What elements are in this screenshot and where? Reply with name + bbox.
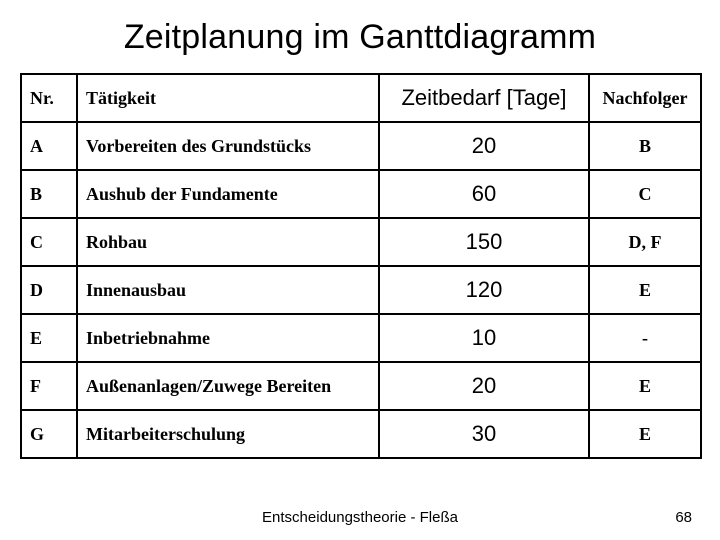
- cell-duration: 60: [379, 170, 589, 218]
- table-row: D Innenausbau 120 E: [21, 266, 701, 314]
- cell-nr: B: [21, 170, 77, 218]
- cell-activity: Rohbau: [77, 218, 379, 266]
- table-row: B Aushub der Fundamente 60 C: [21, 170, 701, 218]
- cell-duration: 150: [379, 218, 589, 266]
- cell-nr: E: [21, 314, 77, 362]
- cell-activity: Außenanlagen/Zuwege Bereiten: [77, 362, 379, 410]
- cell-nr: A: [21, 122, 77, 170]
- cell-successor: E: [589, 410, 701, 458]
- table-row: E Inbetriebnahme 10 -: [21, 314, 701, 362]
- table-row: G Mitarbeiterschulung 30 E: [21, 410, 701, 458]
- col-nr: Nr.: [21, 74, 77, 122]
- cell-duration: 120: [379, 266, 589, 314]
- cell-activity: Innenausbau: [77, 266, 379, 314]
- col-duration: Zeitbedarf [Tage]: [379, 74, 589, 122]
- table-row: A Vorbereiten des Grundstücks 20 B: [21, 122, 701, 170]
- cell-successor: B: [589, 122, 701, 170]
- cell-nr: C: [21, 218, 77, 266]
- slide-footer: Entscheidungstheorie - Fleßa 68: [0, 509, 720, 526]
- cell-activity: Inbetriebnahme: [77, 314, 379, 362]
- cell-activity: Vorbereiten des Grundstücks: [77, 122, 379, 170]
- cell-activity: Aushub der Fundamente: [77, 170, 379, 218]
- cell-nr: G: [21, 410, 77, 458]
- table-header-row: Nr. Tätigkeit Zeitbedarf [Tage] Nachfolg…: [21, 74, 701, 122]
- cell-duration: 20: [379, 122, 589, 170]
- cell-duration: 10: [379, 314, 589, 362]
- table-row: C Rohbau 150 D, F: [21, 218, 701, 266]
- cell-duration: 30: [379, 410, 589, 458]
- gantt-table: Nr. Tätigkeit Zeitbedarf [Tage] Nachfolg…: [20, 73, 702, 459]
- cell-successor: E: [589, 362, 701, 410]
- cell-activity: Mitarbeiterschulung: [77, 410, 379, 458]
- table-row: F Außenanlagen/Zuwege Bereiten 20 E: [21, 362, 701, 410]
- cell-nr: F: [21, 362, 77, 410]
- cell-successor: E: [589, 266, 701, 314]
- slide: Zeitplanung im Ganttdiagramm Nr. Tätigke…: [0, 0, 720, 540]
- footer-page-number: 68: [675, 509, 692, 526]
- slide-title: Zeitplanung im Ganttdiagramm: [20, 18, 700, 57]
- footer-center-text: Entscheidungstheorie - Fleßa: [0, 509, 720, 526]
- cell-nr: D: [21, 266, 77, 314]
- cell-successor: C: [589, 170, 701, 218]
- col-activity: Tätigkeit: [77, 74, 379, 122]
- col-successor: Nachfolger: [589, 74, 701, 122]
- cell-successor: -: [589, 314, 701, 362]
- cell-successor: D, F: [589, 218, 701, 266]
- cell-duration: 20: [379, 362, 589, 410]
